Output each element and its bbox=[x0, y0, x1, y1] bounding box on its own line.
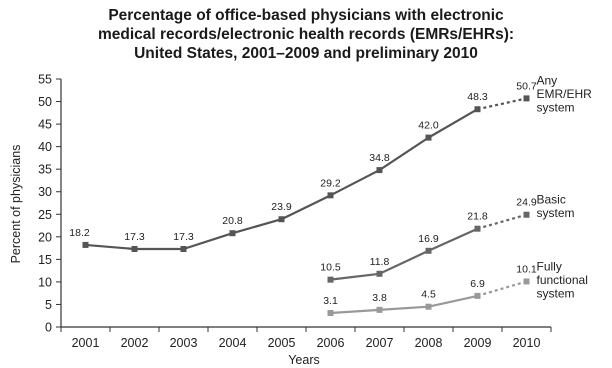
data-label: 18.2 bbox=[69, 227, 90, 239]
series-line-segment bbox=[428, 227, 478, 252]
data-point-marker bbox=[327, 192, 334, 199]
series-name-label: Basic bbox=[537, 193, 566, 207]
x-tick-label: 2007 bbox=[366, 336, 394, 350]
data-label: 50.7 bbox=[516, 80, 537, 92]
data-label: 10.1 bbox=[516, 263, 537, 275]
series-name-label: system bbox=[537, 100, 575, 114]
series-line-projected-segment bbox=[477, 280, 527, 297]
x-tick-label: 2001 bbox=[72, 336, 100, 350]
series-name-label: Fully bbox=[537, 259, 562, 273]
series-line-segment bbox=[379, 249, 429, 275]
x-axis-title: Years bbox=[288, 353, 320, 367]
series-line-segment bbox=[379, 305, 429, 311]
data-point-marker bbox=[229, 230, 236, 237]
y-tick-label: 10 bbox=[38, 275, 52, 289]
data-point-marker bbox=[523, 95, 530, 102]
series-line-projected-segment bbox=[477, 213, 527, 230]
series-name-label: system bbox=[537, 286, 575, 300]
data-label: 34.8 bbox=[369, 152, 390, 164]
series-name-label: system bbox=[537, 206, 575, 220]
data-label: 48.3 bbox=[467, 91, 488, 103]
series-line-projected-segment bbox=[477, 97, 527, 111]
chart-title-line-2: medical records/electronic health record… bbox=[97, 26, 515, 43]
chart-title-line-1: Percentage of office-based physicians wi… bbox=[108, 7, 504, 24]
series-line-segment bbox=[232, 218, 282, 235]
series-line-segment bbox=[330, 308, 380, 315]
y-tick-label: 15 bbox=[38, 253, 52, 267]
data-label: 17.3 bbox=[124, 231, 145, 243]
data-label: 17.3 bbox=[173, 231, 194, 243]
series-line-segment bbox=[329, 169, 381, 197]
y-tick-label: 0 bbox=[45, 321, 52, 335]
data-label: 4.5 bbox=[421, 289, 436, 301]
data-point-marker bbox=[474, 106, 481, 113]
chart-title: Percentage of office-based physicians wi… bbox=[0, 6, 612, 63]
data-label: 6.9 bbox=[470, 278, 485, 290]
data-label: 3.8 bbox=[372, 292, 387, 304]
x-tick-label: 2010 bbox=[513, 336, 541, 350]
x-tick-label: 2004 bbox=[219, 336, 247, 350]
y-tick-label: 55 bbox=[38, 73, 52, 87]
y-axis-title: Percent of physicians bbox=[9, 145, 23, 264]
data-point-marker bbox=[474, 292, 481, 299]
series-line-segment bbox=[183, 232, 233, 251]
series-line-segment bbox=[378, 136, 430, 172]
series-line-segment bbox=[428, 294, 478, 308]
data-point-marker bbox=[82, 241, 89, 248]
y-tick-label: 20 bbox=[38, 230, 52, 244]
data-point-marker bbox=[180, 245, 187, 252]
data-label: 42.0 bbox=[418, 120, 439, 132]
series-line-segment bbox=[85, 243, 135, 251]
x-tick-label: 2002 bbox=[121, 336, 149, 350]
y-tick-label: 35 bbox=[38, 163, 52, 177]
data-point-marker bbox=[131, 245, 138, 252]
data-point-marker bbox=[327, 310, 334, 317]
data-point-marker bbox=[523, 211, 530, 218]
data-point-marker bbox=[523, 278, 530, 285]
data-point-marker bbox=[327, 276, 334, 283]
y-tick-label: 45 bbox=[38, 118, 52, 132]
data-label: 11.8 bbox=[370, 256, 390, 268]
data-label: 23.9 bbox=[271, 201, 292, 213]
series-line-segment bbox=[281, 194, 331, 221]
data-point-marker bbox=[278, 216, 285, 223]
data-label: 24.9 bbox=[516, 197, 537, 209]
y-tick-label: 30 bbox=[38, 185, 52, 199]
y-tick-label: 5 bbox=[45, 298, 52, 312]
series-name-label: Any bbox=[537, 73, 558, 87]
data-label: 16.9 bbox=[418, 233, 439, 245]
data-point-marker bbox=[425, 247, 432, 254]
data-point-marker bbox=[425, 303, 432, 310]
y-tick-label: 25 bbox=[38, 208, 52, 222]
x-tick-label: 2008 bbox=[415, 336, 443, 350]
x-tick-label: 2009 bbox=[464, 336, 492, 350]
data-point-marker bbox=[376, 270, 383, 277]
data-point-marker bbox=[474, 225, 481, 232]
series-name-label: EMR/EHR bbox=[537, 87, 593, 101]
x-tick-label: 2003 bbox=[170, 336, 198, 350]
series-line-segment bbox=[427, 108, 479, 139]
data-point-marker bbox=[376, 167, 383, 174]
data-label: 10.5 bbox=[320, 262, 341, 274]
y-tick-label: 50 bbox=[38, 95, 52, 109]
data-label: 3.1 bbox=[323, 295, 338, 307]
y-tick-label: 40 bbox=[38, 140, 52, 154]
data-point-marker bbox=[376, 306, 383, 313]
data-label: 29.2 bbox=[320, 177, 341, 189]
data-label: 21.8 bbox=[467, 211, 488, 223]
x-tick-label: 2006 bbox=[317, 336, 345, 350]
chart-title-line-3: United States, 2001–2009 and preliminary… bbox=[134, 45, 478, 62]
data-label: 20.8 bbox=[222, 215, 243, 227]
series-name-label: functional bbox=[537, 273, 588, 287]
series-line-segment bbox=[330, 272, 380, 281]
x-tick-label: 2005 bbox=[268, 336, 296, 350]
data-point-marker bbox=[425, 134, 432, 141]
